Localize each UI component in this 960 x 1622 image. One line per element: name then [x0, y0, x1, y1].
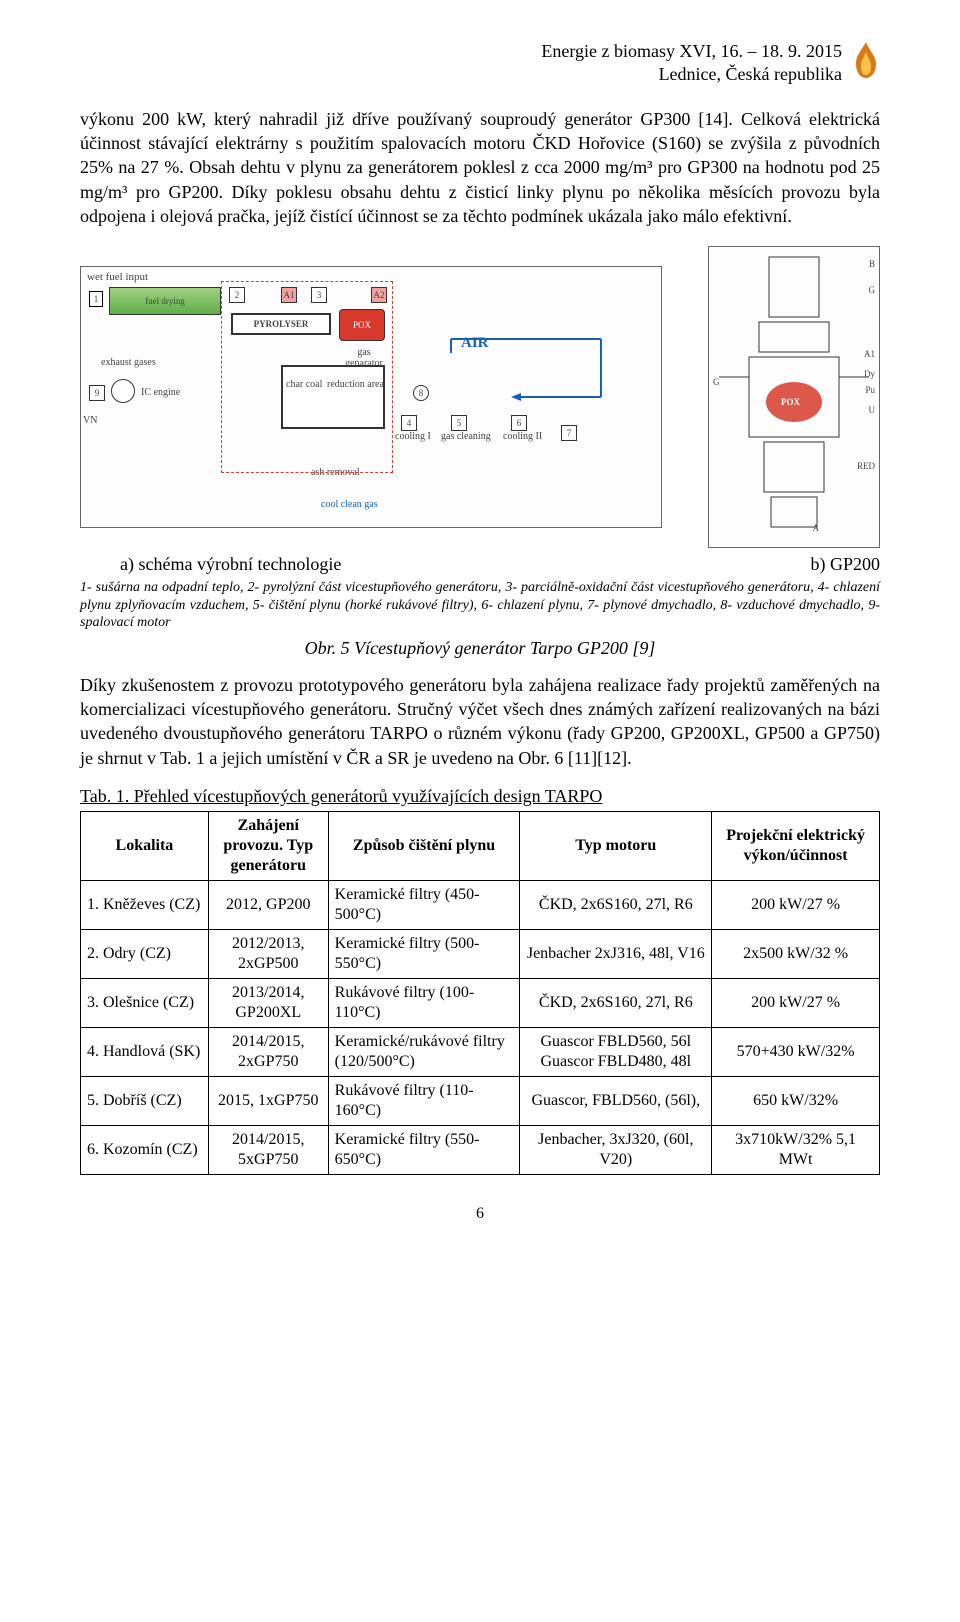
- cell-motor: Guascor, FBLD560, (56l),: [520, 1076, 712, 1125]
- label-gas-cleaning: gas cleaning: [441, 431, 491, 442]
- engine-circle-icon: [111, 379, 135, 403]
- caption-b: b) GP200: [810, 554, 880, 575]
- label-cooling1: cooling I: [395, 431, 431, 442]
- cell-motor: ČKD, 2x6S160, 27l, R6: [520, 880, 712, 929]
- cell-loc: 5. Dobříš (CZ): [81, 1076, 209, 1125]
- gp-label-G-left: G: [713, 377, 720, 387]
- cell-clean: Keramické filtry (500-550°C): [328, 929, 520, 978]
- gp-label-Dy: Dy: [864, 369, 875, 379]
- cell-motor: ČKD, 2x6S160, 27l, R6: [520, 978, 712, 1027]
- page: Energie z biomasy XVI, 16. – 18. 9. 2015…: [0, 0, 960, 1253]
- cell-motor: Jenbacher, 3xJ320, (60l, V20): [520, 1125, 712, 1174]
- label-n4: 4: [401, 415, 417, 431]
- th-lokalita: Lokalita: [81, 811, 209, 880]
- figure-5-title: Obr. 5 Vícestupňový generátor Tarpo GP20…: [80, 638, 880, 659]
- paragraph-1: výkonu 200 kW, který nahradil již dříve …: [80, 107, 880, 228]
- header-line2: Lednice, Česká republika: [541, 63, 842, 86]
- box-fuel-drying: fuel drying: [109, 287, 221, 315]
- th-power: Projekční elektrický výkon/účinnost: [712, 811, 880, 880]
- table-row: 6. Kozomín (CZ) 2014/2015, 5xGP750 Keram…: [81, 1125, 880, 1174]
- cell-loc: 1. Kněževes (CZ): [81, 880, 209, 929]
- label-n5: 5: [451, 415, 467, 431]
- label-n7: 7: [561, 425, 577, 441]
- table-row: 1. Kněževes (CZ) 2012, GP200 Keramické f…: [81, 880, 880, 929]
- cell-power: 3x710kW/32% 5,1 MWt: [712, 1125, 880, 1174]
- cell-clean: Keramické filtry (550-650°C): [328, 1125, 520, 1174]
- label-wet-fuel: wet fuel input: [87, 271, 148, 283]
- th-clean: Způsob čištění plynu: [328, 811, 520, 880]
- label-n1: 1: [89, 291, 103, 307]
- cell-clean: Keramické/rukávové filtry (120/500°C): [328, 1027, 520, 1076]
- cell-start: 2014/2015, 5xGP750: [208, 1125, 328, 1174]
- dashed-region-icon: [221, 281, 393, 473]
- th-motor: Typ motoru: [520, 811, 712, 880]
- cell-start: 2012, GP200: [208, 880, 328, 929]
- cell-motor: Guascor FBLD560, 56l Guascor FBLD480, 48…: [520, 1027, 712, 1076]
- gp-label-POX: POX: [781, 397, 800, 407]
- figure-5-legend: 1- sušárna na odpadní teplo, 2- pyrolýzn…: [80, 579, 880, 632]
- caption-a: a) schéma výrobní technologie: [120, 554, 341, 575]
- table-1: Lokalita Zahájení provozu. Typ generátor…: [80, 811, 880, 1175]
- figure-5: wet fuel input 1 fuel drying 2 A1 3 A2 P…: [80, 246, 880, 548]
- gp-label-U: U: [869, 405, 876, 415]
- flame-icon: [852, 40, 880, 85]
- figure-5-subcaptions: a) schéma výrobní technologie b) GP200: [80, 554, 880, 575]
- cell-power: 570+430 kW/32%: [712, 1027, 880, 1076]
- gp-label-G: G: [869, 285, 876, 295]
- cell-loc: 6. Kozomín (CZ): [81, 1125, 209, 1174]
- label-n9: 9: [89, 385, 105, 401]
- table-row: 2. Odry (CZ) 2012/2013, 2xGP500 Keramick…: [81, 929, 880, 978]
- cell-power: 200 kW/27 %: [712, 880, 880, 929]
- th-start: Zahájení provozu. Typ generátoru: [208, 811, 328, 880]
- figure-5a-schematic: wet fuel input 1 fuel drying 2 A1 3 A2 P…: [80, 266, 662, 528]
- cell-loc: 4. Handlová (SK): [81, 1027, 209, 1076]
- conference-header: Energie z biomasy XVI, 16. – 18. 9. 2015…: [80, 40, 880, 87]
- paragraph-2: Díky zkušenostem z provozu prototypového…: [80, 673, 880, 770]
- figure-5b-gp200: B G A1 Dy Pu U POX RED A G: [708, 246, 880, 548]
- cell-clean: Rukávové filtry (110-160°C): [328, 1076, 520, 1125]
- cell-power: 650 kW/32%: [712, 1076, 880, 1125]
- cell-clean: Keramické filtry (450-500°C): [328, 880, 520, 929]
- cell-start: 2015, 1xGP750: [208, 1076, 328, 1125]
- table-row: 4. Handlová (SK) 2014/2015, 2xGP750 Kera…: [81, 1027, 880, 1076]
- label-cooling2: cooling II: [503, 431, 542, 442]
- label-cool-clean-gas: cool clean gas: [321, 499, 378, 510]
- cell-start: 2014/2015, 2xGP750: [208, 1027, 328, 1076]
- cell-loc: 3. Olešnice (CZ): [81, 978, 209, 1027]
- table-1-title: Tab. 1. Přehled vícestupňových generátor…: [80, 786, 880, 807]
- label-ic-engine: IC engine: [141, 387, 180, 398]
- table-row: 5. Dobříš (CZ) 2015, 1xGP750 Rukávové fi…: [81, 1076, 880, 1125]
- cell-power: 2x500 kW/32 %: [712, 929, 880, 978]
- table-header-row: Lokalita Zahájení provozu. Typ generátor…: [81, 811, 880, 880]
- header-line1: Energie z biomasy XVI, 16. – 18. 9. 2015: [541, 40, 842, 63]
- cell-start: 2012/2013, 2xGP500: [208, 929, 328, 978]
- table-row: 3. Olešnice (CZ) 2013/2014, GP200XL Ruká…: [81, 978, 880, 1027]
- gp-label-Pu: Pu: [865, 385, 875, 395]
- cell-clean: Rukávové filtry (100-110°C): [328, 978, 520, 1027]
- cell-motor: Jenbacher 2xJ316, 48l, V16: [520, 929, 712, 978]
- label-vn: VN: [83, 415, 97, 426]
- gp-label-B: B: [869, 259, 875, 269]
- header-text-block: Energie z biomasy XVI, 16. – 18. 9. 2015…: [541, 40, 842, 87]
- cell-loc: 2. Odry (CZ): [81, 929, 209, 978]
- label-n6: 6: [511, 415, 527, 431]
- cell-start: 2013/2014, GP200XL: [208, 978, 328, 1027]
- page-number: 6: [80, 1205, 880, 1223]
- label-exhaust: exhaust gases: [101, 357, 156, 368]
- gp-label-RED: RED: [857, 461, 875, 471]
- cell-power: 200 kW/27 %: [712, 978, 880, 1027]
- gp-label-A: A: [813, 523, 820, 533]
- gp-label-A1: A1: [864, 349, 875, 359]
